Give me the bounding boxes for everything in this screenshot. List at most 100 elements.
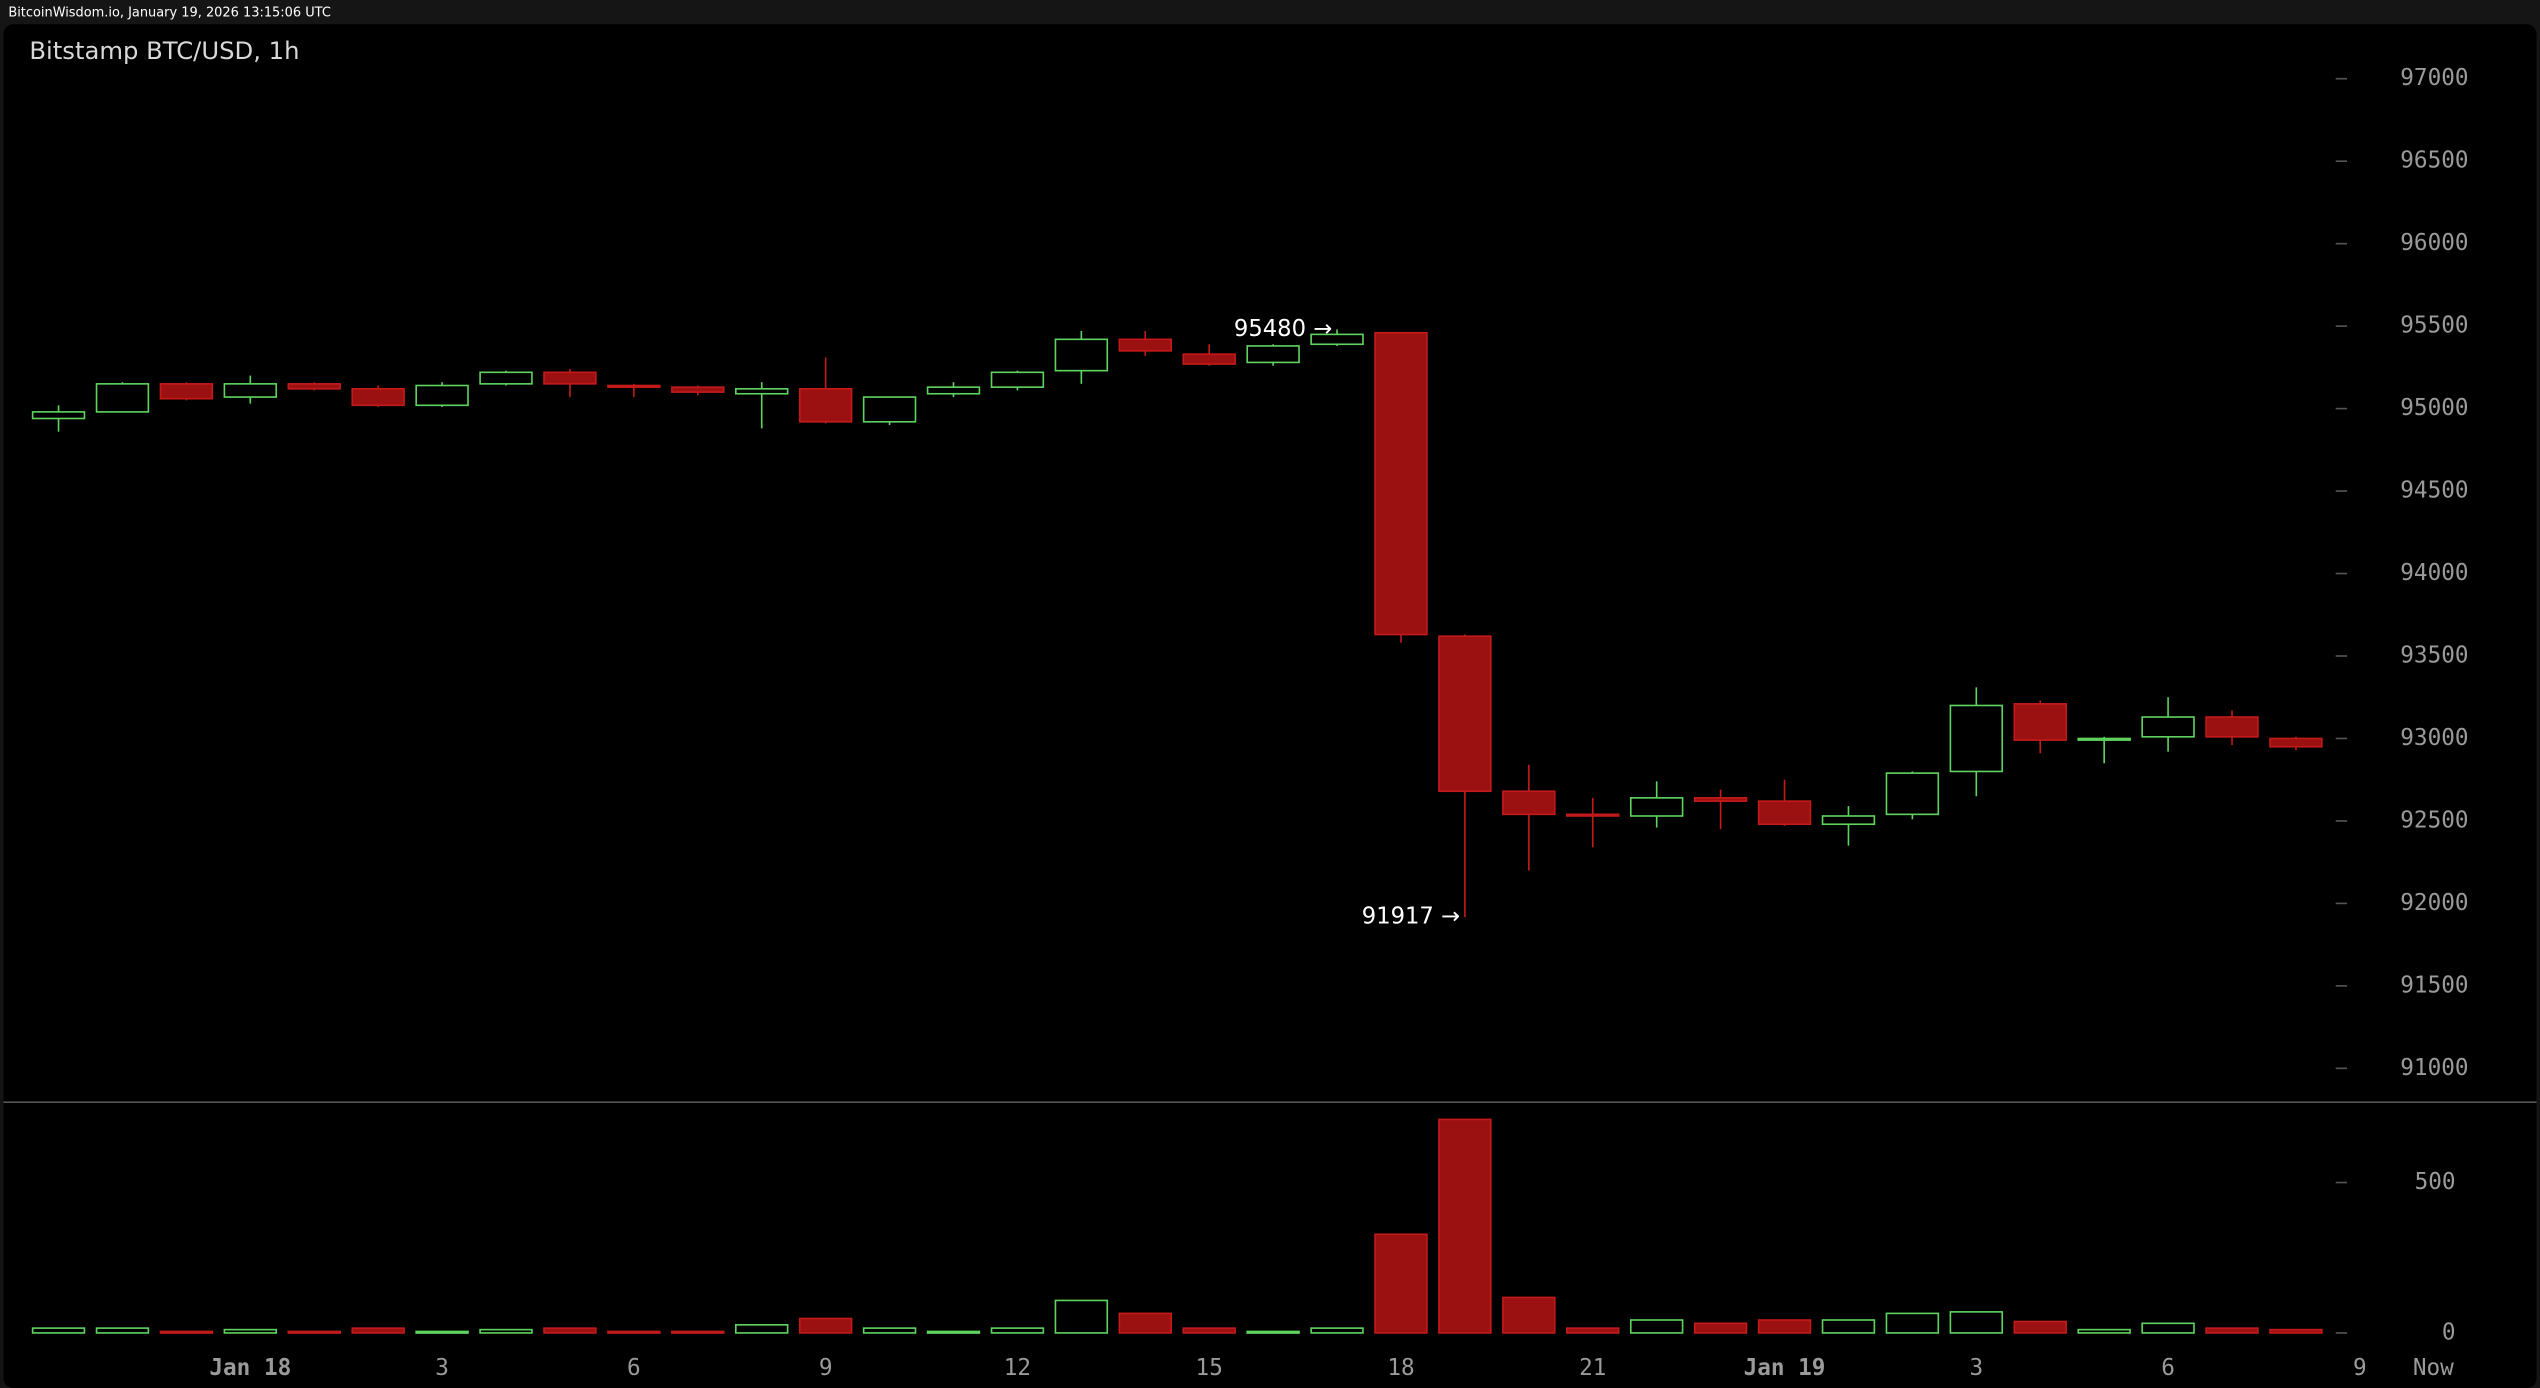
volume-bar <box>479 1328 533 1334</box>
volume-bar <box>1054 1299 1109 1334</box>
candle-body <box>1438 635 1492 793</box>
candle-body <box>2077 737 2131 741</box>
volume-bar <box>351 1327 405 1334</box>
volume-bar <box>926 1330 981 1334</box>
y-tick-label: 92500 <box>2400 807 2468 833</box>
chart-area <box>3 24 2537 1388</box>
candle-body <box>1118 338 1172 352</box>
volume-bar <box>1757 1319 1812 1334</box>
candle-body <box>1310 333 1364 346</box>
annotation: 95480 → <box>1234 316 1332 342</box>
candle-body <box>798 387 853 423</box>
candle-body <box>734 387 789 395</box>
volume-bar <box>1949 1311 2004 1334</box>
x-tick-label: 9 <box>2353 1355 2367 1381</box>
header: BitcoinWisdom.io, January 19, 2026 13:15… <box>8 5 331 20</box>
candle-body <box>1054 338 1109 372</box>
candle-body <box>95 383 150 413</box>
y-tick-label: 91000 <box>2400 1055 2468 1081</box>
candle-body <box>415 384 469 407</box>
annotation: 91917 → <box>1362 904 1460 930</box>
y-tick-label: 95000 <box>2400 395 2468 421</box>
candle-body <box>1182 353 1236 365</box>
volume-bar <box>1182 1327 1236 1334</box>
volume-bar <box>31 1327 86 1334</box>
volume-bar <box>1118 1312 1172 1334</box>
y-tick-label: 94000 <box>2400 560 2468 586</box>
x-tick-label: 3 <box>1969 1355 1983 1381</box>
volume-bar <box>607 1330 661 1334</box>
x-tick-label: 9 <box>819 1355 833 1381</box>
volume-bar <box>2141 1322 2195 1334</box>
volume-bar <box>159 1330 214 1334</box>
volume-bar <box>671 1330 725 1334</box>
volume-bar <box>1566 1327 1620 1334</box>
volume-bar <box>2013 1320 2067 1334</box>
candle-body <box>1693 797 1748 802</box>
candle-body <box>351 387 405 407</box>
candle-body <box>1629 797 1684 817</box>
volume-bar <box>734 1324 789 1334</box>
volume-bar <box>862 1327 917 1334</box>
candle-body <box>990 371 1045 388</box>
candle-body <box>479 371 533 385</box>
volume-bar <box>1246 1330 1300 1334</box>
candle-body <box>2205 716 2259 738</box>
candle-body <box>1246 345 1300 364</box>
candle-body <box>671 386 725 393</box>
candle-body <box>1949 704 2004 773</box>
volume-bar <box>1629 1319 1684 1334</box>
volume-bar <box>543 1327 597 1334</box>
volume-bar <box>2205 1327 2259 1334</box>
x-tick-label: 3 <box>435 1355 449 1381</box>
volume-bar <box>1310 1327 1364 1334</box>
volume-bar <box>415 1330 469 1334</box>
volume-tick-label: 0 <box>2442 1319 2456 1345</box>
x-tick-label: 12 <box>1004 1355 1031 1381</box>
volume-bar <box>1374 1233 1428 1334</box>
y-tick-label: 94500 <box>2400 478 2468 504</box>
candle-body <box>287 383 341 390</box>
candle-body <box>31 411 86 420</box>
x-tick-label: Jan 18 <box>209 1355 291 1381</box>
volume-bar <box>990 1327 1045 1334</box>
candle-body <box>1821 815 1876 826</box>
candle-body <box>1757 800 1812 826</box>
candle-body <box>223 383 278 398</box>
x-tick-label: 6 <box>2161 1355 2175 1381</box>
candle-body <box>543 371 597 385</box>
volume-bar <box>2269 1328 2323 1334</box>
volume-tick-label: 500 <box>2415 1169 2456 1195</box>
candle-body <box>2141 716 2195 738</box>
x-tick-label: Now <box>2413 1355 2454 1381</box>
x-tick-label: 18 <box>1387 1355 1414 1381</box>
volume-bar <box>1885 1312 1940 1334</box>
candle-body <box>2013 703 2067 741</box>
x-tick-label: 21 <box>1579 1355 1606 1381</box>
volume-bar <box>1821 1319 1876 1334</box>
y-tick-label: 96500 <box>2400 148 2468 174</box>
volume-bar <box>1502 1296 1556 1334</box>
y-tick-label: 92000 <box>2400 890 2468 916</box>
volume-bar <box>2077 1328 2131 1334</box>
y-tick-label: 93000 <box>2400 725 2468 751</box>
candle-body <box>1374 331 1428 636</box>
volume-bar <box>1693 1322 1748 1334</box>
y-tick-label: 93500 <box>2400 643 2468 669</box>
candle-body <box>1502 790 1556 816</box>
x-tick-label: 6 <box>627 1355 641 1381</box>
y-tick-label: 97000 <box>2400 65 2468 91</box>
y-tick-label: 91500 <box>2400 972 2468 998</box>
candle-body <box>862 396 917 423</box>
volume-bar <box>95 1327 150 1334</box>
x-tick-label: Jan 19 <box>1744 1355 1826 1381</box>
candle-body <box>926 386 981 395</box>
chart-title: Bitstamp BTC/USD, 1h <box>29 36 299 65</box>
volume-bar <box>287 1330 341 1334</box>
volume-bar <box>1438 1118 1492 1334</box>
candle-body <box>607 384 661 388</box>
volume-bar <box>798 1317 853 1334</box>
candle-body <box>2269 737 2323 748</box>
